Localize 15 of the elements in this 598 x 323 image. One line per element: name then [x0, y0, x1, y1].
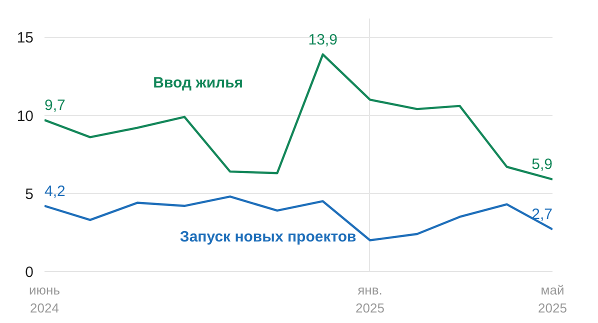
y-tick-label: 5	[25, 186, 34, 203]
x-tick-label: июнь 2024	[29, 282, 60, 316]
data-label: 5,9	[532, 156, 553, 174]
data-label: 2,7	[532, 206, 553, 224]
x-tick-label: янв. 2025	[356, 282, 384, 316]
y-tick-label: 0	[25, 264, 34, 281]
line-series	[44, 53, 552, 180]
y-tick-label: 10	[16, 108, 34, 125]
y-tick-label: 15	[16, 30, 34, 47]
data-label: 4,2	[44, 182, 66, 200]
data-label: 13,9	[308, 31, 338, 48]
x-tick-label: май 2025	[538, 282, 567, 316]
data-label: 9,7	[44, 96, 66, 114]
series-label: Запуск новых проектов	[180, 228, 356, 246]
text: Ввод жилья	[153, 74, 244, 92]
